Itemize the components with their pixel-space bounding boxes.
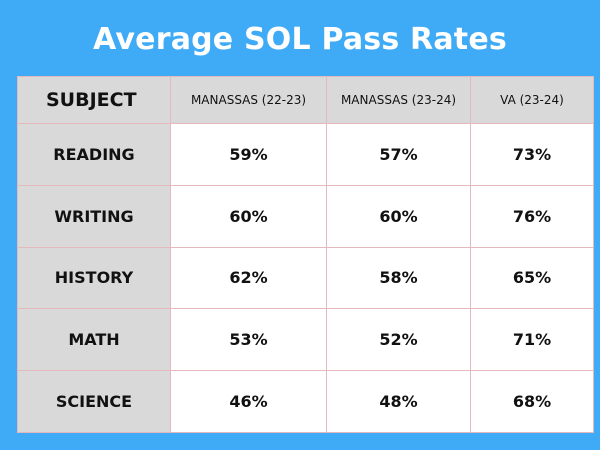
row-label-math: MATH: [17, 308, 171, 372]
cell-writing-manassas-23-24: 60%: [326, 184, 471, 248]
table-row: HISTORY 62% 58% 65%: [17, 246, 594, 310]
cell-writing-manassas-22-23: 60%: [170, 184, 327, 248]
page-title: Average SOL Pass Rates: [93, 22, 507, 57]
header-manassas-23-24: MANASSAS (23-24): [326, 76, 471, 124]
cell-math-manassas-23-24: 52%: [326, 308, 471, 372]
cell-science-manassas-23-24: 48%: [326, 370, 471, 433]
header-va-23-24: VA (23-24): [470, 76, 594, 124]
table-row: WRITING 60% 60% 76%: [17, 184, 594, 248]
row-label-history: HISTORY: [17, 246, 171, 310]
table-header-row: SUBJECT MANASSAS (22-23) MANASSAS (23-24…: [17, 76, 594, 124]
table-row: SCIENCE 46% 48% 68%: [17, 370, 594, 433]
cell-history-va-23-24: 65%: [470, 246, 594, 310]
row-label-writing: WRITING: [17, 184, 171, 248]
cell-reading-va-23-24: 73%: [470, 123, 594, 186]
table-row: READING 59% 57% 73%: [17, 123, 594, 186]
header-manassas-22-23: MANASSAS (22-23): [170, 76, 327, 124]
row-label-reading: READING: [17, 123, 171, 186]
row-label-science: SCIENCE: [17, 370, 171, 433]
cell-history-manassas-22-23: 62%: [170, 246, 327, 310]
table-row: MATH 53% 52% 71%: [17, 308, 594, 372]
cell-history-manassas-23-24: 58%: [326, 246, 471, 310]
cell-reading-manassas-22-23: 59%: [170, 123, 327, 186]
cell-science-va-23-24: 68%: [470, 370, 594, 433]
pass-rates-table: SUBJECT MANASSAS (22-23) MANASSAS (23-24…: [17, 76, 594, 433]
cell-writing-va-23-24: 76%: [470, 184, 594, 248]
cell-reading-manassas-23-24: 57%: [326, 123, 471, 186]
cell-math-manassas-22-23: 53%: [170, 308, 327, 372]
cell-math-va-23-24: 71%: [470, 308, 594, 372]
cell-science-manassas-22-23: 46%: [170, 370, 327, 433]
header-subject: SUBJECT: [17, 76, 171, 124]
